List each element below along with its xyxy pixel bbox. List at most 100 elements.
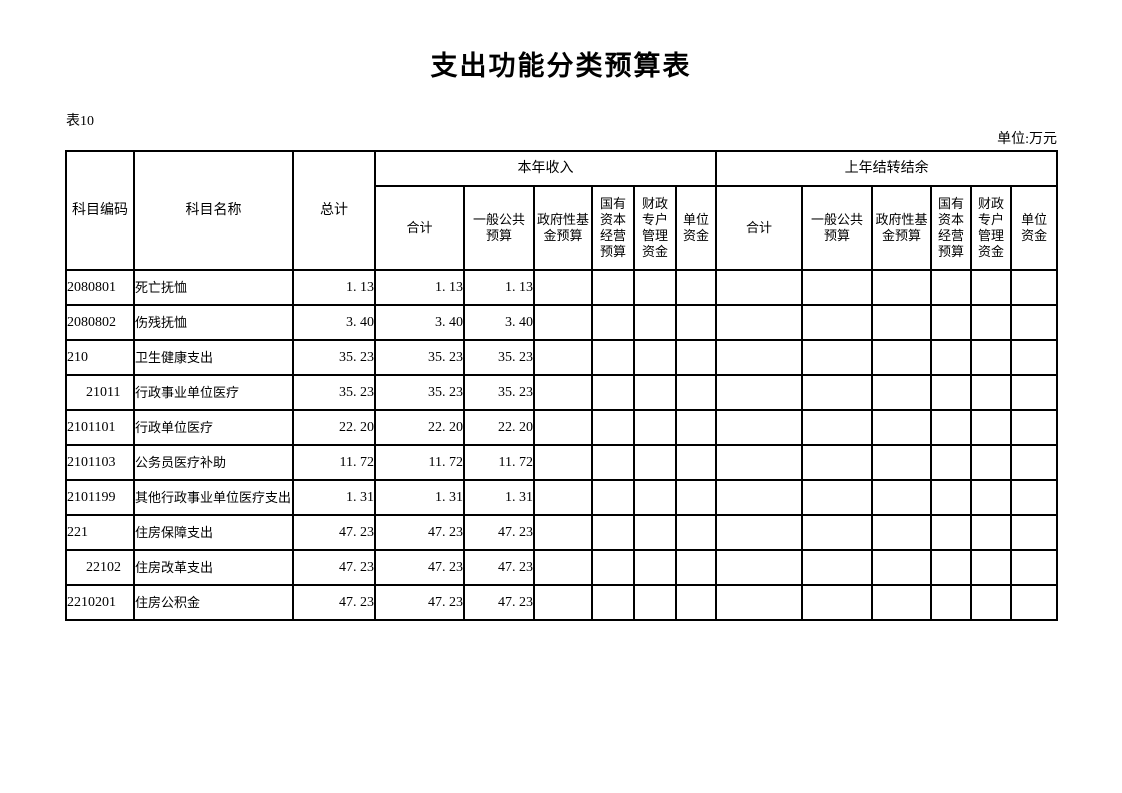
value-cell bbox=[533, 444, 593, 481]
value-cell bbox=[930, 409, 973, 446]
header-carryover-group: 上年结转结余 bbox=[715, 150, 1059, 187]
value-cell: 47. 23 bbox=[292, 584, 376, 621]
value-cell: 22. 20 bbox=[463, 409, 535, 446]
value-cell: 22. 20 bbox=[374, 409, 465, 446]
value-cell: 1. 13 bbox=[292, 269, 376, 306]
value-cell: 3. 40 bbox=[463, 304, 535, 341]
value-cell bbox=[970, 409, 1013, 446]
value-cell bbox=[930, 549, 973, 586]
value-cell bbox=[871, 549, 933, 586]
value-cell bbox=[1010, 409, 1059, 446]
value-cell: 47. 23 bbox=[292, 514, 376, 551]
table-number-label: 表10 bbox=[66, 114, 94, 129]
value-cell bbox=[674, 269, 718, 306]
table-header: 科目编码 科目名称 总计 本年收入 上年结转结余 合计 一般公共 预算 政府性基… bbox=[65, 150, 1059, 271]
value-cell bbox=[533, 374, 593, 411]
name-cell: 住房公积金 bbox=[133, 584, 294, 621]
table-row: 21011 行政事业单位医疗 35. 23 35. 23 35. 23 bbox=[65, 374, 1059, 411]
value-cell bbox=[715, 444, 804, 481]
value-cell bbox=[1010, 339, 1059, 376]
value-cell: 1. 31 bbox=[292, 479, 376, 516]
value-cell bbox=[1010, 374, 1059, 411]
code-cell: 2101103 bbox=[65, 444, 135, 481]
value-cell: 47. 23 bbox=[463, 514, 535, 551]
value-cell bbox=[871, 304, 933, 341]
value-cell bbox=[715, 514, 804, 551]
value-cell bbox=[1010, 444, 1059, 481]
value-cell bbox=[591, 269, 635, 306]
value-cell bbox=[930, 584, 973, 621]
value-cell bbox=[871, 479, 933, 516]
value-cell bbox=[970, 339, 1013, 376]
value-cell bbox=[533, 339, 593, 376]
value-cell bbox=[801, 549, 874, 586]
value-cell bbox=[801, 269, 874, 306]
value-cell bbox=[591, 444, 635, 481]
value-cell: 3. 40 bbox=[374, 304, 465, 341]
value-cell bbox=[633, 269, 677, 306]
value-cell bbox=[533, 584, 593, 621]
value-cell bbox=[633, 304, 677, 341]
value-cell bbox=[871, 269, 933, 306]
value-cell bbox=[633, 374, 677, 411]
value-cell bbox=[801, 479, 874, 516]
subheader-co-general-public-budget: 一般公共 预算 bbox=[801, 185, 874, 271]
value-cell bbox=[970, 479, 1013, 516]
value-cell: 35. 23 bbox=[463, 374, 535, 411]
table-row: 210 卫生健康支出 35. 23 35. 23 35. 23 bbox=[65, 339, 1059, 376]
subheader-cy-govt-fund-budget: 政府性基 金预算 bbox=[533, 185, 593, 271]
value-cell bbox=[591, 409, 635, 446]
header-subject-name: 科目名称 bbox=[133, 150, 294, 271]
value-cell bbox=[970, 269, 1013, 306]
value-cell bbox=[533, 409, 593, 446]
value-cell bbox=[930, 269, 973, 306]
value-cell bbox=[871, 339, 933, 376]
subheader-cy-general-public-budget: 一般公共 预算 bbox=[463, 185, 535, 271]
value-cell bbox=[1010, 479, 1059, 516]
table-row: 2210201 住房公积金 47. 23 47. 23 47. 23 bbox=[65, 584, 1059, 621]
name-cell: 死亡抚恤 bbox=[133, 269, 294, 306]
value-cell bbox=[970, 584, 1013, 621]
table-row: 2101199 其他行政事业单位医疗支出 1. 31 1. 31 1. 31 bbox=[65, 479, 1059, 516]
value-cell bbox=[715, 374, 804, 411]
value-cell: 1. 13 bbox=[374, 269, 465, 306]
value-cell bbox=[591, 304, 635, 341]
value-cell bbox=[801, 409, 874, 446]
value-cell bbox=[1010, 304, 1059, 341]
code-cell: 2080801 bbox=[65, 269, 135, 306]
value-cell bbox=[674, 479, 718, 516]
name-cell: 伤残抚恤 bbox=[133, 304, 294, 341]
value-cell bbox=[1010, 584, 1059, 621]
name-cell: 住房保障支出 bbox=[133, 514, 294, 551]
subheader-cy-state-capital-budget: 国有 资本 经营 预算 bbox=[591, 185, 635, 271]
value-cell bbox=[1010, 549, 1059, 586]
value-cell bbox=[1010, 269, 1059, 306]
value-cell bbox=[930, 339, 973, 376]
value-cell bbox=[633, 584, 677, 621]
value-cell bbox=[801, 304, 874, 341]
value-cell bbox=[533, 479, 593, 516]
subheader-cy-fiscal-account-funds: 财政 专户 管理 资金 bbox=[633, 185, 677, 271]
value-cell: 47. 23 bbox=[374, 549, 465, 586]
value-cell bbox=[715, 584, 804, 621]
value-cell bbox=[633, 549, 677, 586]
header-subject-code: 科目编码 bbox=[65, 150, 135, 271]
value-cell: 1. 13 bbox=[463, 269, 535, 306]
value-cell bbox=[801, 374, 874, 411]
code-cell: 22102 bbox=[65, 549, 135, 586]
value-cell: 11. 72 bbox=[463, 444, 535, 481]
subheader-co-total: 合计 bbox=[715, 185, 804, 271]
subheader-cy-total: 合计 bbox=[374, 185, 465, 271]
value-cell bbox=[533, 269, 593, 306]
value-cell bbox=[715, 339, 804, 376]
value-cell bbox=[591, 549, 635, 586]
name-cell: 其他行政事业单位医疗支出 bbox=[133, 479, 294, 516]
value-cell bbox=[930, 304, 973, 341]
value-cell: 1. 31 bbox=[463, 479, 535, 516]
name-cell: 行政事业单位医疗 bbox=[133, 374, 294, 411]
name-cell: 卫生健康支出 bbox=[133, 339, 294, 376]
value-cell: 11. 72 bbox=[292, 444, 376, 481]
value-cell: 3. 40 bbox=[292, 304, 376, 341]
subheader-co-govt-fund-budget: 政府性基 金预算 bbox=[871, 185, 933, 271]
value-cell: 1. 31 bbox=[374, 479, 465, 516]
